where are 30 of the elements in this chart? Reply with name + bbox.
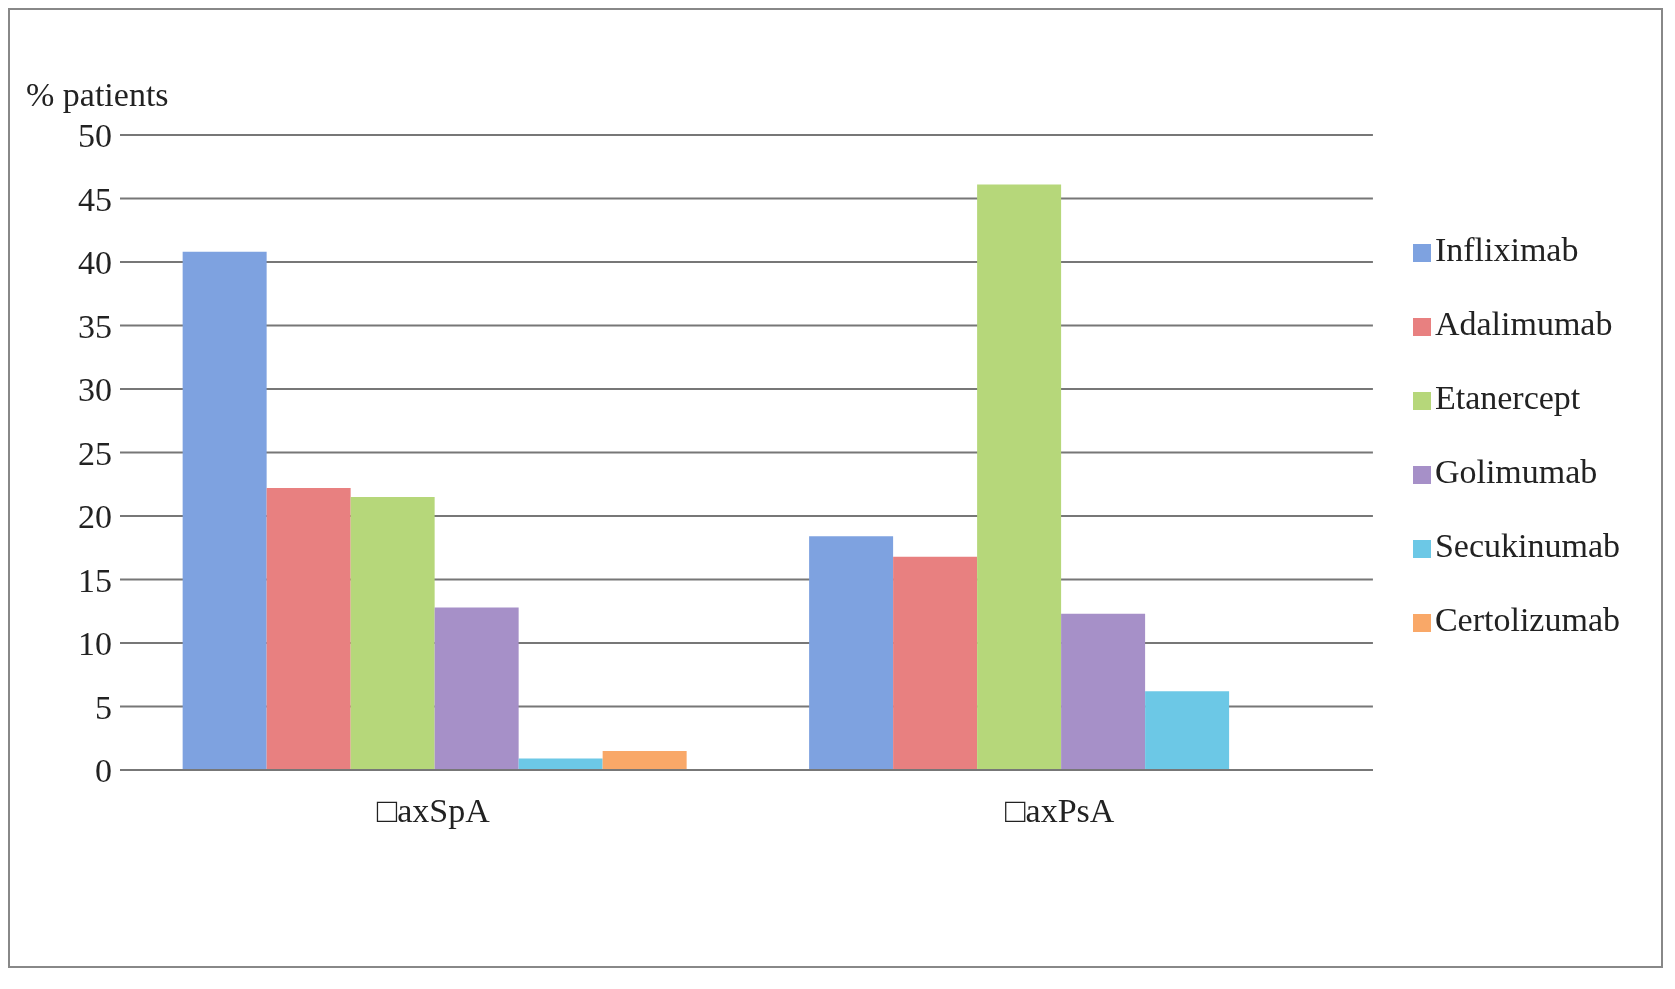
bar (1061, 613, 1146, 770)
bar (182, 251, 267, 770)
bar (893, 556, 978, 770)
bar (350, 496, 435, 770)
legend-label: Etanercept (1434, 379, 1581, 416)
bar (1145, 691, 1230, 770)
y-tick-label: 50 (78, 117, 112, 155)
legend-label: Golimumab (1434, 453, 1598, 490)
bar (977, 184, 1062, 770)
x-tick-label: □axSpA (376, 792, 491, 830)
bar (602, 750, 687, 770)
y-tick-label: 30 (78, 371, 112, 409)
y-tick-label: 15 (78, 561, 112, 599)
y-tick-label: 40 (78, 244, 112, 282)
y-tick-label: 45 (78, 180, 112, 218)
bar (266, 488, 351, 770)
y-tick-label: 25 (78, 434, 112, 472)
legend-label: Secukinumab (1434, 527, 1620, 564)
bar (809, 536, 894, 770)
y-axis-title: % patients (26, 76, 169, 114)
y-tick-label: 20 (78, 498, 112, 536)
legend-label: Adalimumab (1434, 305, 1613, 342)
x-tick-label: □axPsA (1005, 792, 1115, 830)
y-tick-label: 0 (95, 752, 112, 790)
y-tick-label: 5 (95, 688, 112, 726)
bar (434, 607, 519, 770)
y-tick-label: 10 (78, 625, 112, 663)
legend-label: Certolizumab (1434, 601, 1620, 638)
y-tick-label: 35 (78, 307, 112, 345)
legend-label: Infliximab (1434, 231, 1579, 268)
